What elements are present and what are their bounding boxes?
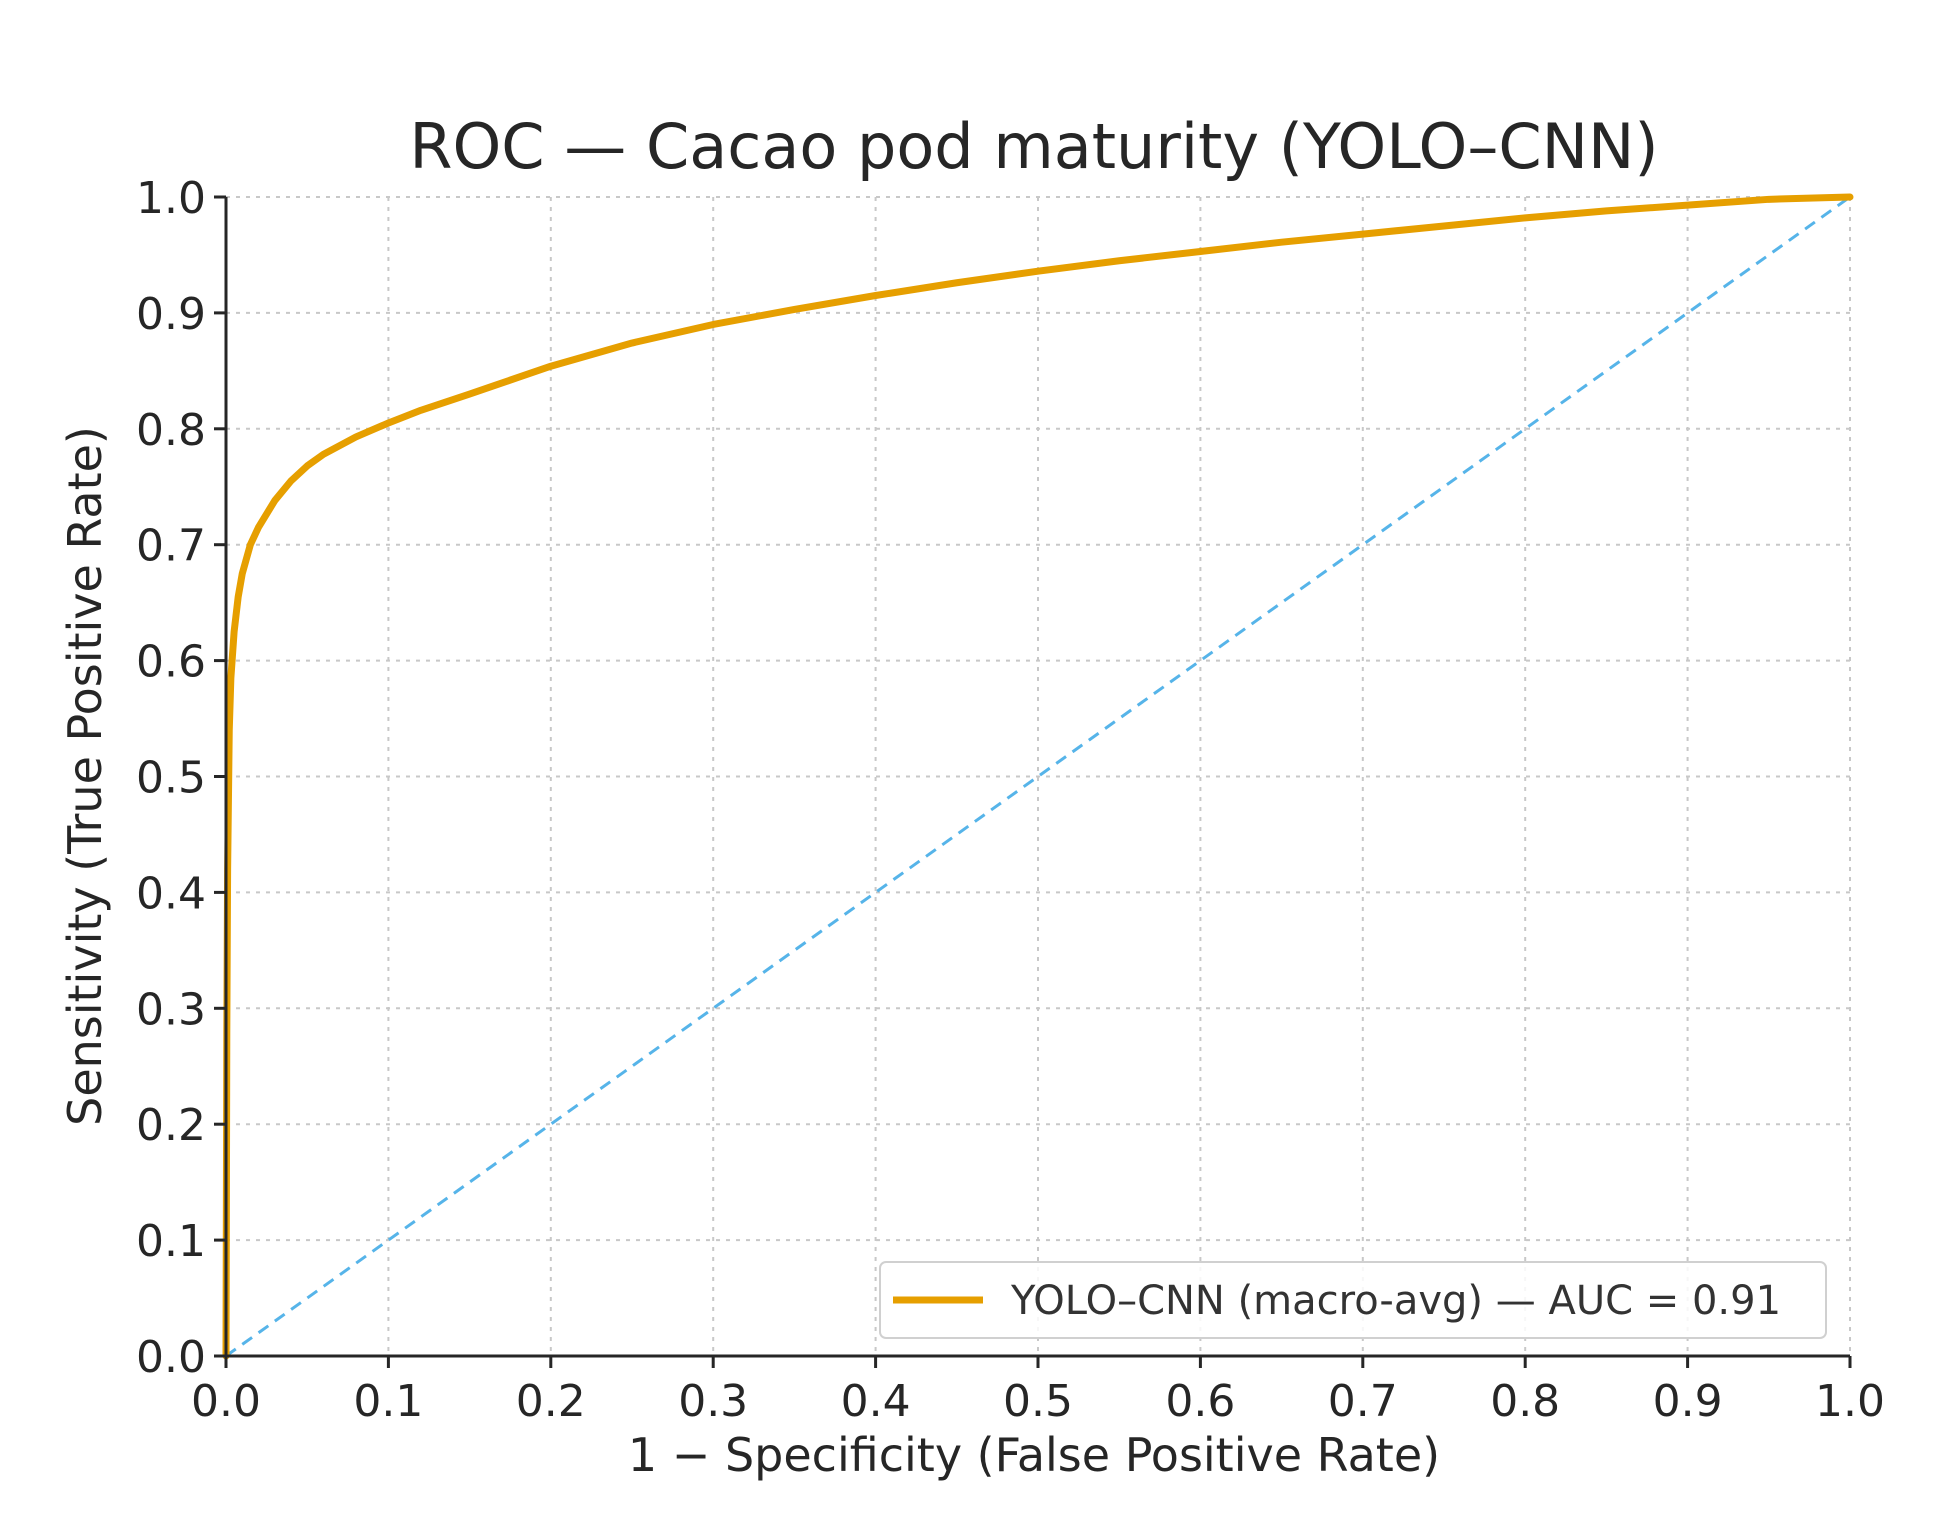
y-axis-label: Sensitivity (True Positive Rate): [58, 426, 112, 1126]
chart-title: ROC — Cacao pod maturity (YOLO–CNN): [409, 110, 1658, 183]
x-tick-label: 0.4: [841, 1376, 911, 1427]
x-axis-label: 1 − Specificity (False Positive Rate): [628, 1428, 1440, 1482]
y-tick-label: 0.2: [136, 1100, 206, 1151]
x-tick-label: 1.0: [1815, 1376, 1885, 1427]
x-tick-label: 0.6: [1165, 1376, 1235, 1427]
legend-box: [879, 1261, 1827, 1339]
series-layer: [222, 193, 1854, 1360]
chance-diagonal-line: [225, 195, 1851, 1358]
x-tick-label: 0.7: [1328, 1376, 1398, 1427]
y-tick-label: 1.0: [136, 173, 206, 224]
x-tick-label: 0.0: [191, 1376, 261, 1427]
x-tick-label: 0.3: [678, 1376, 748, 1427]
x-tick-label: 0.1: [353, 1376, 423, 1427]
y-tick-label: 0.5: [136, 753, 206, 804]
grid-layer: [225, 196, 1851, 1357]
roc-curve-line: [222, 193, 1854, 1360]
y-tick-label: 0.0: [136, 1332, 206, 1383]
legend-label: YOLO–CNN (macro-avg) — AUC = 0.91: [1010, 1278, 1781, 1324]
tick-layer: 0.0 0.1 0.2 0.3 0.4 0.5 0.6 0.7 0.8 0.9 1.0 0.0 0.1 0…: [136, 173, 1885, 1427]
y-tick-label: 0.7: [136, 521, 206, 572]
x-tick-label: 0.9: [1653, 1376, 1723, 1427]
y-tick-label: 0.9: [136, 289, 206, 340]
y-tick-label: 0.1: [136, 1216, 206, 1267]
legend: YOLO–CNN (macro-avg) — AUC = 0.91: [879, 1261, 1827, 1339]
y-tick-label: 0.4: [136, 868, 206, 919]
y-tick-label: 0.6: [136, 637, 206, 688]
y-tick-label: 0.8: [136, 405, 206, 456]
y-tick-label: 0.3: [136, 984, 206, 1035]
x-tick-label: 0.2: [516, 1376, 586, 1427]
x-tick-label: 0.8: [1490, 1376, 1560, 1427]
x-tick-label: 0.5: [1003, 1376, 1073, 1427]
